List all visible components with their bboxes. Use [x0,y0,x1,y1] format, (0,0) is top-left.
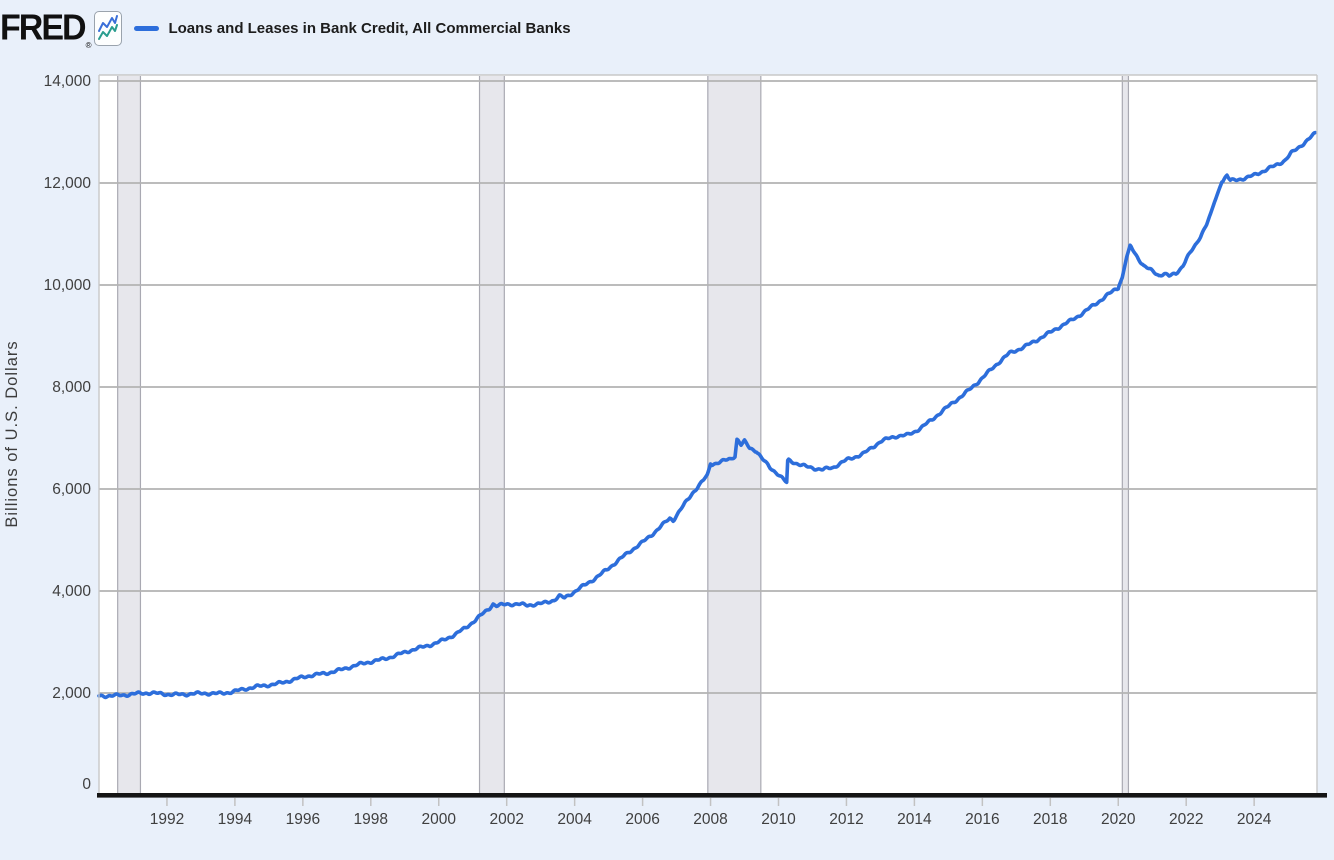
x-tick-label: 2022 [1169,811,1203,828]
x-tick-label: 2012 [829,811,863,828]
fred-logo: FRED® [0,8,91,49]
x-tick-label: 2006 [625,811,659,828]
fred-logo-text: FRED [0,8,87,48]
recession-band [117,76,141,793]
x-tick-label: 1994 [218,811,253,828]
recession-band [707,76,761,793]
x-tick-label: 2008 [693,811,727,828]
recession-band [479,76,505,793]
registered-mark: ® [85,40,92,51]
sparkline-icon [94,10,123,46]
y-tick-label: 0 [82,776,91,793]
y-tick-label: 14,000 [44,73,92,90]
y-tick-label: 10,000 [44,277,92,294]
legend-series-label: Loans and Leases in Bank Credit, All Com… [168,19,571,37]
x-axis-line [97,793,1327,798]
legend-line-swatch [134,25,160,31]
y-axis-title: Billions of U.S. Dollars [3,340,21,527]
y-tick-label: 12,000 [44,175,92,192]
x-tick-label: 2000 [422,811,457,828]
recession-band [1122,76,1129,793]
y-tick-label: 2,000 [52,685,91,702]
y-tick-label: 6,000 [52,481,91,498]
chart-header: FRED® Loans and Leases in Bank Credit, A… [0,0,1334,56]
x-tick-label: 2004 [557,811,592,828]
y-tick-label: 4,000 [52,583,91,600]
x-tick-label: 1998 [354,811,388,828]
x-tick-label: 2010 [761,811,796,828]
x-tick-label: 1996 [286,811,320,828]
x-tick-label: 2024 [1237,811,1272,828]
x-tick-label: 1992 [150,811,184,828]
x-tick-label: 2016 [965,811,999,828]
series-line [97,130,1318,700]
y-tick-label: 8,000 [52,379,91,396]
x-tick-label: 2018 [1033,811,1067,828]
legend: Loans and Leases in Bank Credit, All Com… [134,19,571,37]
x-tick-label: 2002 [489,811,523,828]
x-tick-label: 2020 [1101,811,1136,828]
x-tick-label: 2014 [897,811,932,828]
sparkline-icon-svg [98,14,119,40]
